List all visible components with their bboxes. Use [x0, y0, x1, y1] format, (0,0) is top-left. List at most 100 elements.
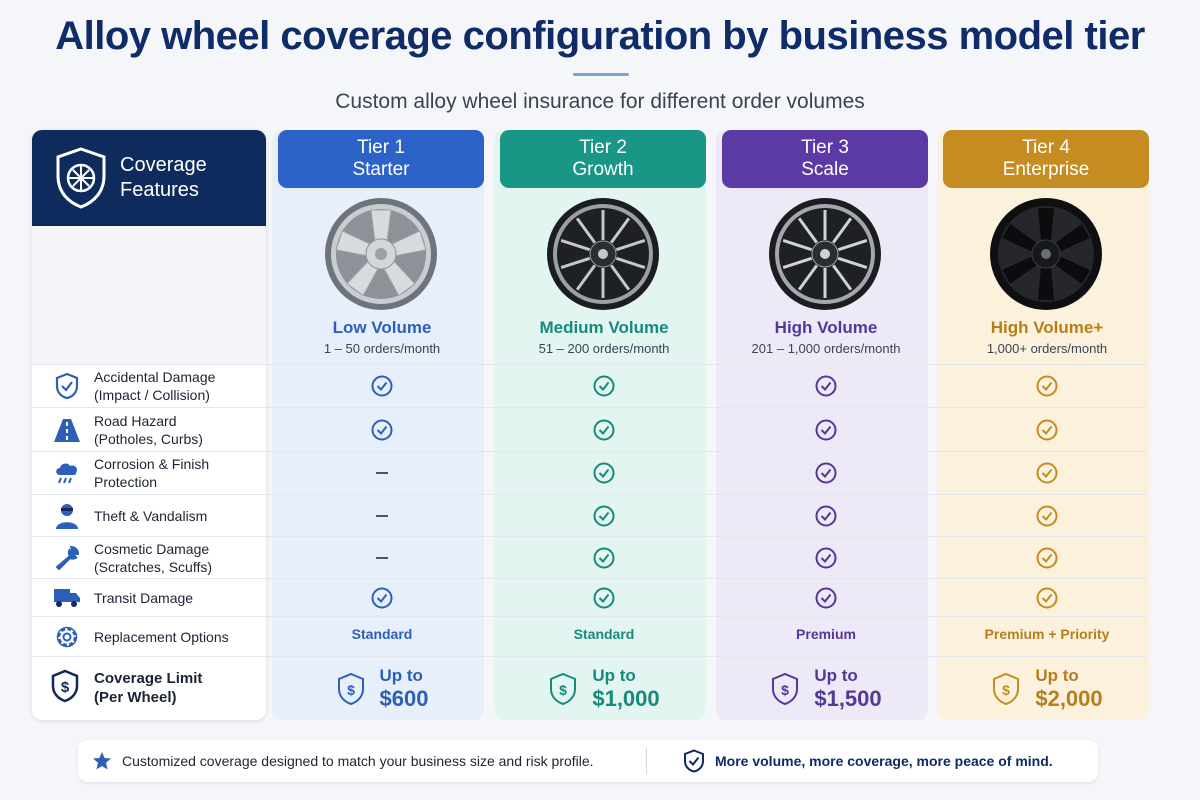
check-icon: [1036, 587, 1058, 608]
features-header: Coverage Features: [32, 130, 266, 226]
svg-text:$: $: [559, 682, 567, 698]
coverage-cell-t4-road: [937, 408, 1157, 451]
coverage-cell-t3-theft: [716, 495, 936, 536]
tier-3-volume: High Volume: [774, 318, 878, 337]
tier-1-column: Tier 1 Starter Low Volume 1 – 50 orders/…: [272, 130, 484, 720]
check-icon: [371, 375, 393, 397]
coverage-cell-t2-road: [494, 408, 714, 451]
check-icon: [371, 587, 393, 608]
footer-left: Customized coverage designed to match yo…: [78, 751, 646, 771]
feature-row-replacement: Replacement Options: [32, 617, 266, 656]
coverage-cell-t1-corrosion: [272, 452, 492, 494]
coverage-cell-t2-corrosion: [494, 452, 714, 494]
coverage-cell-t3-transit: [716, 579, 936, 616]
limit-t4: $ Up to $2,000: [937, 660, 1157, 718]
tier-4-orders: 1,000+ orders/month: [986, 341, 1108, 356]
svg-text:$: $: [61, 679, 70, 696]
tier-3-orders: 201 – 1,000 orders/month: [751, 341, 901, 356]
shield-wheel-icon: [56, 147, 106, 209]
feature-row-transit: Transit Damage: [32, 579, 266, 616]
coverage-cell-t4-accidental: [937, 365, 1157, 407]
coverage-cell-t4-theft: [937, 495, 1157, 536]
not-included-dash: [376, 514, 388, 517]
coverage-cell-t4-transit: [937, 579, 1157, 616]
coverage-cell-t1-road: [272, 408, 492, 451]
replacement-t2: Standard: [573, 626, 635, 642]
check-icon: [593, 462, 615, 484]
check-icon: [815, 587, 837, 608]
replacement-t3: Premium: [796, 626, 856, 642]
tier-2-badge: Tier 2 Growth: [500, 130, 706, 188]
check-icon: [593, 587, 615, 608]
dollar-shield-icon: $: [50, 669, 80, 708]
limit-t2: $ Up to $1,000: [494, 660, 714, 718]
check-icon: [593, 547, 615, 568]
tier-1-orders: 1 – 50 orders/month: [323, 341, 441, 356]
check-icon: [1036, 547, 1058, 568]
tier-4-volume: High Volume+: [990, 318, 1104, 337]
coverage-cell-t2-accidental: [494, 365, 714, 407]
check-icon: [815, 547, 837, 568]
replacement-t4: Premium + Priority: [984, 626, 1110, 642]
tier-2-column: Tier 2 Growth Medium Volume 51 – 200 ord…: [494, 130, 706, 720]
silver-alloy-wheel-image: [325, 198, 437, 310]
check-icon: [815, 505, 837, 526]
footer-right: More volume, more coverage, more peace o…: [683, 749, 1053, 773]
check-icon: [1036, 419, 1058, 440]
not-included-dash: [376, 556, 388, 559]
thief-icon: [52, 501, 82, 531]
svg-text:$: $: [1002, 682, 1010, 698]
star-icon: [93, 752, 111, 770]
tier-1-badge: Tier 1 Starter: [278, 130, 484, 188]
coverage-cell-t1-transit: [272, 579, 492, 616]
feature-row-cosmetic: Cosmetic Damage (Scratches, Scuffs): [32, 537, 266, 578]
tier-2-orders: 51 – 200 orders/month: [538, 341, 670, 356]
replacement-t1: Standard: [351, 626, 413, 642]
page-subtitle: Custom alloy wheel insurance for differe…: [335, 90, 865, 113]
coverage-cell-t3-corrosion: [716, 452, 936, 494]
svg-text:$: $: [781, 682, 789, 698]
tier-4-badge: Tier 4 Enterprise: [943, 130, 1149, 188]
tier-1-volume: Low Volume: [332, 318, 432, 337]
coverage-cell-t4-cosmetic: [937, 537, 1157, 578]
coverage-cell-t3-cosmetic: [716, 537, 936, 578]
tier-4-column: Tier 4 Enterprise High Volume+ 1,000+ or…: [937, 130, 1149, 720]
limit-t3: $ Up to $1,500: [716, 660, 936, 718]
feature-row-accidental: Accidental Damage (Impact / Collision): [32, 365, 266, 407]
feature-row-road-hazard: Road Hazard (Potholes, Curbs): [32, 408, 266, 451]
check-icon: [1036, 462, 1058, 484]
coverage-cell-t3-road: [716, 408, 936, 451]
coverage-cell-t1-accidental: [272, 365, 492, 407]
gloss-black-wheel-image: [990, 198, 1102, 310]
check-icon: [815, 419, 837, 440]
footer-bar: Customized coverage designed to match yo…: [78, 740, 1098, 782]
black-machined-wheel-image: [547, 198, 659, 310]
shield-check-icon: [684, 749, 704, 773]
page-title: Alloy wheel coverage configuration by bu…: [55, 14, 1145, 58]
feature-row-theft: Theft & Vandalism: [32, 495, 266, 536]
rain-cloud-icon: [52, 458, 82, 488]
check-icon: [593, 505, 615, 526]
check-icon: [1036, 505, 1058, 526]
coverage-cell-t2-cosmetic: [494, 537, 714, 578]
coverage-cell-t1-cosmetic: [272, 537, 492, 578]
black-machined-wheel-image: [769, 198, 881, 310]
tier-3-badge: Tier 3 Scale: [722, 130, 928, 188]
coverage-cell-t3-accidental: [716, 365, 936, 407]
coverage-cell-t1-theft: [272, 495, 492, 536]
coverage-cell-t2-theft: [494, 495, 714, 536]
tier-2-volume: Medium Volume: [539, 318, 669, 337]
check-icon: [815, 375, 837, 397]
check-icon: [593, 419, 615, 440]
shield-check-icon: [52, 371, 82, 401]
dollar-shield-icon: $: [993, 672, 1020, 706]
feature-row-corrosion: Corrosion & Finish Protection: [32, 452, 266, 494]
features-header-label: Coverage Features: [120, 154, 207, 201]
coverage-cell-t4-corrosion: [937, 452, 1157, 494]
tier-3-column: Tier 3 Scale High Volume 201 – 1,000 ord…: [716, 130, 928, 720]
wrench-icon: [52, 543, 82, 573]
dollar-shield-icon: $: [337, 672, 364, 706]
features-column: Coverage Features: [32, 130, 266, 720]
coverage-limit-label: $ Coverage Limit (Per Wheel): [32, 657, 266, 719]
dollar-shield-icon: $: [550, 672, 577, 706]
